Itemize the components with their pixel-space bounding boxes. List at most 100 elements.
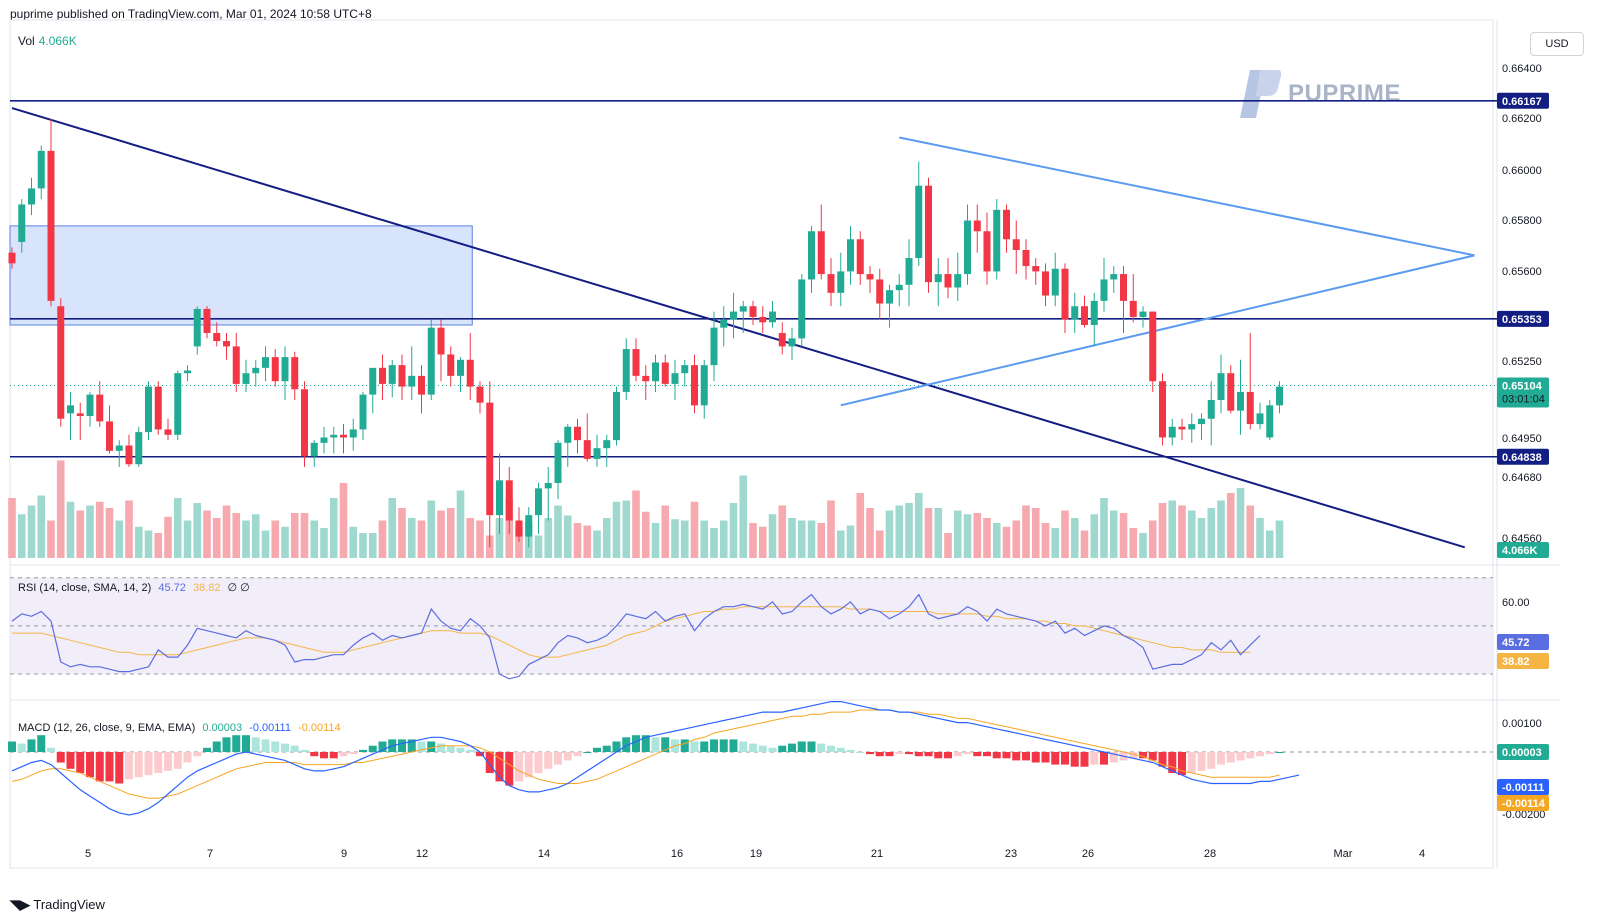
macd-hist-bar [437,743,445,752]
macd-hist-bar [339,752,348,757]
macd-hist-bar [56,752,65,763]
volume-bar [788,518,796,558]
macd-hist-bar [427,741,436,752]
candle [1207,381,1215,446]
volume-bar [671,519,679,558]
candle [681,359,689,387]
volume-bar [953,510,962,558]
volume-bar [378,520,387,558]
macd-hist-bar [378,741,387,752]
candle-body [1207,399,1215,419]
candle [544,466,552,521]
rsi-extra: ∅ ∅ [227,582,250,594]
volume-bar [944,533,952,558]
candle [886,284,893,328]
candle [184,365,191,382]
candle-body [184,370,191,374]
candle-body [86,394,94,417]
rsi-value-tag-bg [1497,634,1549,650]
candle-body [408,375,416,387]
candle [164,418,172,441]
volume-bar [1012,520,1021,558]
volume-bar [388,498,397,558]
macd-hist-bar [807,741,816,752]
trendline [899,136,1475,257]
candle-body [827,274,835,293]
tradingview-brand[interactable]: ◥▶ TradingView [10,897,105,913]
candle-body [632,349,640,376]
candle-body [593,448,601,459]
currency-button[interactable]: USD [1530,32,1584,56]
macd-hist-bar [554,752,562,765]
volume-bar [242,520,250,558]
volume-bar [290,513,299,558]
macd-hist-bar [1158,752,1167,767]
candle-body [954,274,962,288]
volume-bar [778,505,787,558]
macd-hist-bar [310,752,319,757]
macd-hist-bar [768,747,777,752]
candle-body [369,367,377,395]
price-tick: 0.66200 [1502,113,1542,125]
volume-bar [339,483,348,558]
macd-hist-bar [359,749,367,752]
macd-hist-bar [407,739,416,752]
candle-body [925,185,932,283]
macd-hist-bar [895,752,904,755]
macd-hist-bar [866,752,874,755]
volume-bar [1187,510,1196,558]
macd-signal-value: -0.00114 [298,722,341,734]
macd-hist-bar [1002,752,1011,759]
macd-hist-bar [1207,752,1216,769]
candle-body [37,150,45,189]
candle [1139,306,1147,328]
candle [232,333,240,392]
time-tick: 12 [416,848,428,860]
candle [983,212,991,285]
macd-title: MACD (12, 26, close, 9, EMA, EMA) [18,722,196,734]
candle-body [583,440,591,459]
candle [788,327,796,360]
volume-bar [300,513,309,558]
candle [1042,263,1049,307]
candle-body [876,279,884,304]
volume-bars [8,460,1284,558]
volume-bar [1178,505,1186,558]
volume-bar [992,523,1001,558]
macd-hist-bar [924,752,933,757]
macd-hist-bar [105,752,114,782]
macd-hist-bar [115,752,124,784]
volume-bar [1265,530,1274,558]
countdown-text: 03:01:04 [1502,394,1545,406]
trendlines[interactable] [11,107,1475,549]
tradingview-label: TradingView [33,897,105,912]
time-tick: 9 [341,848,347,860]
time-tick: 21 [871,848,883,860]
candle [427,319,435,400]
candle [964,204,971,285]
candle [856,231,864,285]
volume-bar [1090,514,1099,558]
candle [905,239,913,307]
macd-hist-bar [212,741,221,752]
macd-hist-bar [1129,752,1138,759]
volume-bar [934,508,943,558]
macd-hist-bar [203,747,211,752]
candle [525,507,533,548]
candle-body [76,413,84,417]
candle-body [895,284,903,291]
candle [1012,220,1020,275]
macd-hist-bar [641,735,650,752]
macd-hist-bar [446,745,455,752]
candle-body [1168,426,1176,438]
volume-bar [154,533,163,558]
volume-tag-bg [1497,542,1549,558]
candle-body [1246,391,1254,425]
macd-line-tag: -0.00111 [1497,779,1549,795]
candle-body [437,327,445,355]
time-tick: 5 [85,848,91,860]
level-tag-text: 0.64838 [1502,452,1542,464]
volume-bar [729,503,738,558]
time-tick: 19 [750,848,762,860]
